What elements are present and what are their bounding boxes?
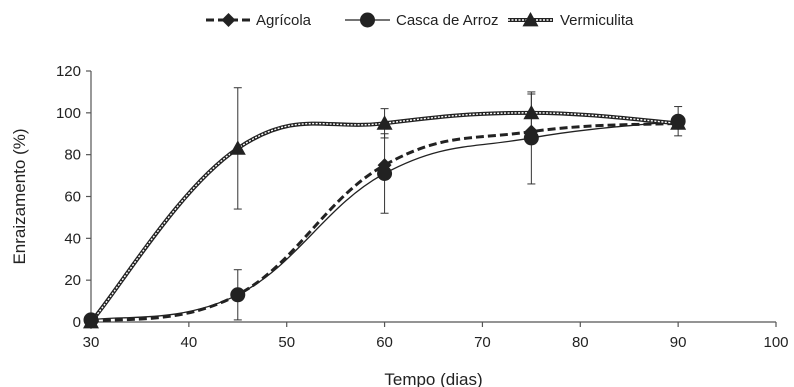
series-point-casca-de-arroz — [377, 165, 393, 181]
legend-item-vermiculita: Vermiculita — [508, 12, 634, 29]
series-line-inner-vermiculita — [90, 112, 679, 323]
y-tick-label: 80 — [64, 147, 81, 164]
x-tick-label: 40 — [181, 334, 198, 351]
y-tick-label: 0 — [73, 314, 81, 331]
series-point-vermiculita — [670, 115, 687, 130]
series-point-vermiculita — [523, 104, 540, 120]
legend-marker — [360, 12, 375, 28]
series-markers — [83, 104, 687, 329]
y-tick-label: 20 — [64, 272, 81, 289]
y-tick-label: 40 — [64, 230, 81, 247]
legend: Agrícola Casca de Arroz Vermiculita — [206, 12, 634, 29]
y-tick-label: 120 — [56, 63, 81, 80]
x-tick-label: 80 — [572, 334, 589, 351]
x-tick-label: 100 — [763, 334, 788, 351]
legend-label: Agrícola — [256, 12, 312, 29]
legend-label: Vermiculita — [560, 12, 634, 29]
legend-item-agr-cola: Agrícola — [206, 12, 312, 29]
series-point-vermiculita — [229, 140, 246, 155]
legend-label: Casca de Arroz — [396, 12, 499, 29]
x-tick-label: 90 — [670, 334, 687, 351]
series-point-casca-de-arroz — [230, 287, 246, 303]
series-line-agr-cola — [90, 121, 679, 324]
x-axis-label: Tempo (dias) — [384, 370, 482, 387]
x-tick-label: 30 — [83, 334, 100, 351]
legend-marker — [522, 12, 539, 27]
series-point-vermiculita — [376, 115, 393, 130]
y-tick-label: 60 — [64, 189, 81, 206]
x-tick-label: 70 — [474, 334, 491, 351]
y-tick-label: 100 — [56, 105, 81, 122]
x-tick-label: 50 — [278, 334, 295, 351]
axes: 0 20 40 60 80 100 120 30 40 50 60 70 80 90 100 — [56, 63, 789, 351]
legend-marker — [221, 13, 236, 27]
legend-item-casca-de-arroz: Casca de Arroz — [345, 12, 499, 29]
series-point-casca-de-arroz — [523, 130, 539, 146]
y-axis-label: Enraizamento (%) — [10, 128, 29, 264]
series-point-vermiculita — [83, 314, 99, 329]
x-tick-label: 60 — [376, 334, 393, 351]
